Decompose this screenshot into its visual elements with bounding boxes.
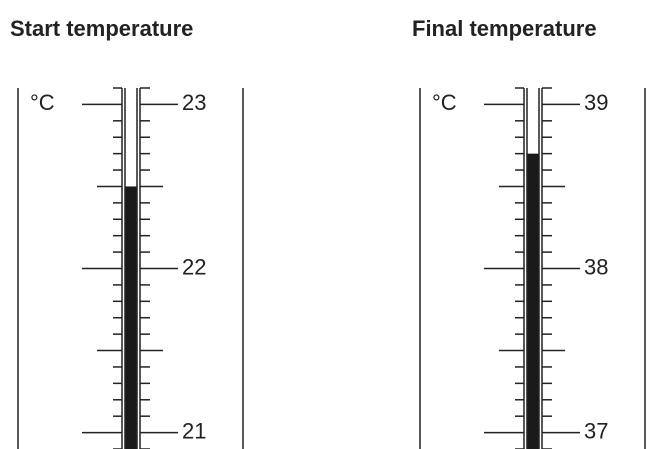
tick-label: 37 (584, 418, 608, 443)
tick-label: 39 (584, 90, 608, 115)
unit-label: °C (30, 90, 55, 115)
thermometer-title: Final temperature (412, 16, 597, 41)
tick-label: 21 (182, 418, 206, 443)
mercury-column (526, 153, 540, 449)
tick-label: 38 (584, 254, 608, 279)
unit-label: °C (432, 90, 457, 115)
thermometer-title: Start temperature (10, 16, 193, 41)
tick-label: 22 (182, 254, 206, 279)
tick-label: 23 (182, 90, 206, 115)
mercury-column (124, 186, 138, 449)
